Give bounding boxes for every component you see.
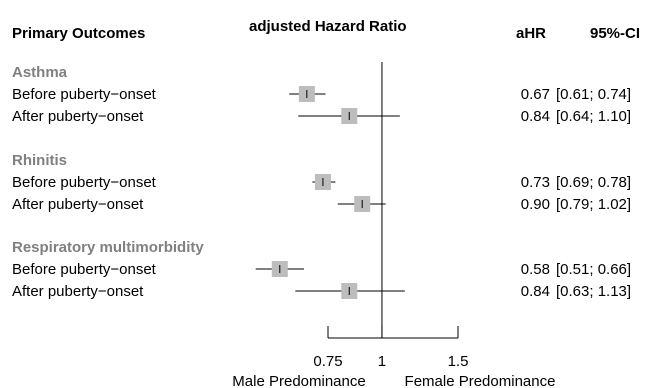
row-label: After puberty−onset (12, 108, 144, 125)
row-label: Before puberty−onset (12, 261, 157, 278)
row-label: Before puberty−onset (12, 174, 157, 191)
group-title: Rhinitis (12, 152, 67, 169)
row-label: Before puberty−onset (12, 86, 157, 103)
forest-rows: Asthma Before puberty−onset 0.67 [0.61; 0.7… (12, 64, 631, 300)
header-95ci: 95%-CI (590, 25, 640, 42)
header-ahr: aHR (516, 25, 546, 42)
x-label-female: Female Predominance (405, 373, 556, 388)
ahr-value: 0.73 (521, 174, 550, 191)
ci-value: [0.69; 0.78] (556, 174, 631, 191)
x-label-male: Male Predominance (232, 373, 365, 388)
ahr-value: 0.84 (521, 283, 550, 300)
x-tick-label: 0.75 (313, 353, 342, 370)
ci-value: [0.61; 0.74] (556, 86, 631, 103)
group-title: Respiratory multimorbidity (12, 239, 204, 256)
header-primary-outcomes: Primary Outcomes (12, 25, 145, 42)
ahr-value: 0.58 (521, 261, 550, 278)
ahr-value: 0.84 (521, 108, 550, 125)
header-adjusted-hazard-ratio: adjusted Hazard Ratio (249, 18, 407, 35)
ahr-value: 0.90 (521, 196, 550, 213)
ci-value: [0.63; 1.13] (556, 283, 631, 300)
ci-value: [0.51; 0.66] (556, 261, 631, 278)
ahr-value: 0.67 (521, 86, 550, 103)
x-tick-label: 1.5 (448, 353, 469, 370)
ci-value: [0.64; 1.10] (556, 108, 631, 125)
ci-value: [0.79; 1.02] (556, 196, 631, 213)
row-label: After puberty−onset (12, 283, 144, 300)
group-title: Asthma (12, 64, 68, 81)
x-axis: 0.75 1 1.5 Male Predominance Female Predomin… (232, 62, 555, 388)
x-tick-label: 1 (378, 353, 386, 370)
row-label: After puberty−onset (12, 196, 144, 213)
